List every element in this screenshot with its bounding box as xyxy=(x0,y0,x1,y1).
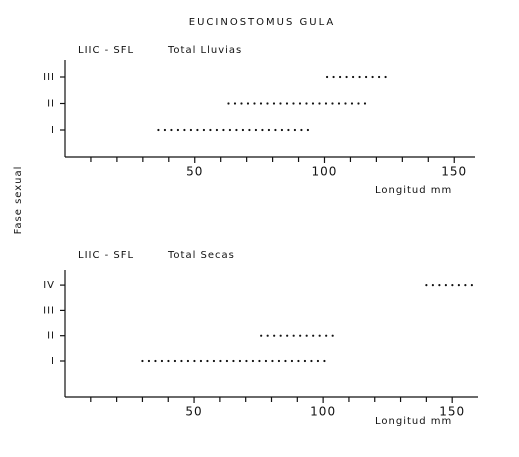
y-tick-label: I xyxy=(51,125,55,136)
x-axis-label: Longitud mm xyxy=(375,416,452,427)
x-axis-label: Longitud mm xyxy=(375,185,452,196)
x-tick-label: 50 xyxy=(186,165,203,179)
x-tick-label: 100 xyxy=(312,165,338,179)
y-tick-label: III xyxy=(43,72,55,83)
x-tick-label: 50 xyxy=(185,405,202,419)
y-tick-label: III xyxy=(43,305,55,316)
panel-title: LIIC - SFL xyxy=(78,250,134,261)
panel-title: LIIC - SFL xyxy=(78,45,134,56)
y-tick-label: II xyxy=(47,331,55,342)
x-tick-label: 150 xyxy=(439,405,465,419)
panel-subtitle: Total Secas xyxy=(167,250,235,261)
panel-subtitle: Total Lluvias xyxy=(167,45,242,56)
y-tick-label: II xyxy=(47,99,55,110)
y-tick-label: I xyxy=(51,356,55,367)
x-tick-label: 100 xyxy=(310,405,336,419)
x-tick-label: 150 xyxy=(441,165,467,179)
y-tick-label: IV xyxy=(43,280,55,291)
y-axis-label: Fase sexual xyxy=(13,166,24,235)
main-title: EUCINOSTOMUS GULA xyxy=(189,17,335,28)
